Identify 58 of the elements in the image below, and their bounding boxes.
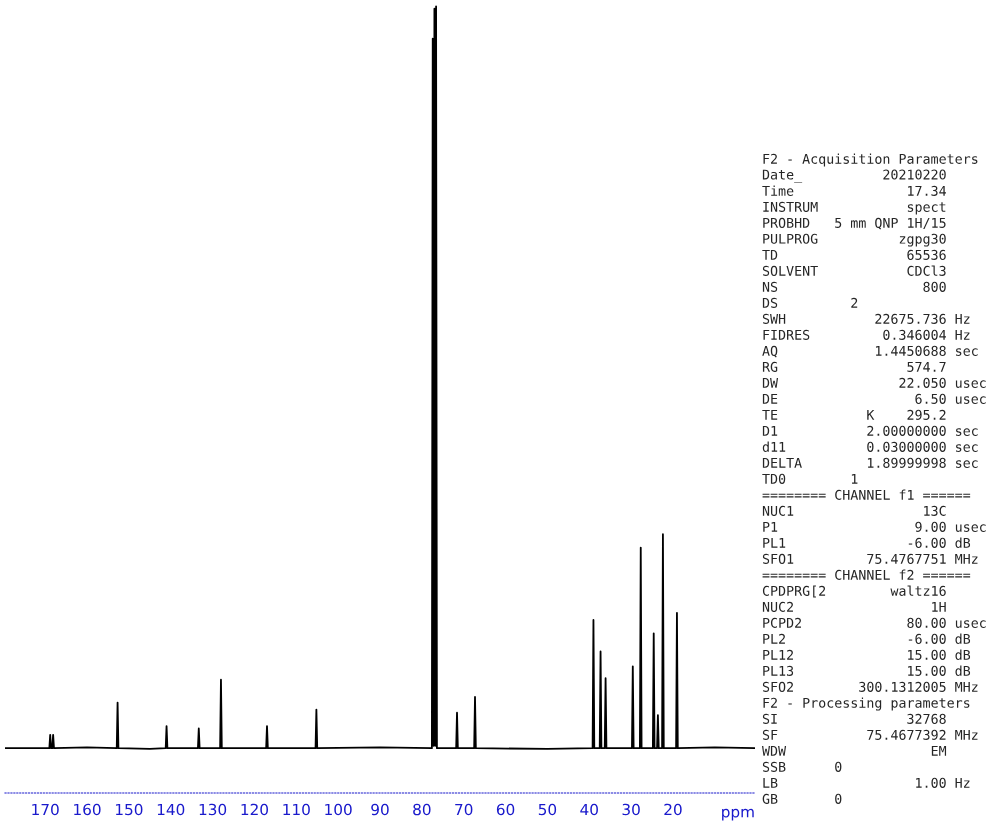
text: CPDPRG[2 waltz16 [762, 585, 946, 598]
x-axis-title: ppm [722, 808, 754, 821]
text: GB 0 [762, 793, 842, 804]
text: DELTA 1.89999998 sec [762, 457, 978, 468]
text: DE 6.50 usec [762, 393, 986, 404]
text: SF 75.4677392 MHz [762, 729, 978, 740]
text: NUC2 1H [762, 601, 946, 612]
x-tick-label: 120 [241, 803, 269, 816]
text: PL2 -6.00 dB [763, 633, 971, 644]
text: RG 574.7 [762, 361, 946, 372]
text: FIDRES 0.346004 Hz [763, 329, 970, 340]
text: NUC1 13C [762, 505, 946, 516]
text: SOLVENT CDCl3 [762, 265, 946, 276]
text: D1 2.00000000 sec [762, 425, 978, 436]
x-tick-label: 30 [622, 803, 640, 816]
text: PL12 15.00 dB [763, 649, 971, 660]
text: F2 - Processing parameters [763, 697, 970, 711]
text: DW 22.050 usec [762, 377, 986, 388]
text: SI 32768 [762, 713, 946, 724]
text: ======== CHANNEL f2 ====== [762, 569, 971, 580]
x-tick-label: 50 [538, 803, 557, 816]
x-tick-label: 80 [413, 803, 431, 816]
x-tick-label: 150 [115, 803, 143, 816]
text: d11 0.03000000 sec [762, 441, 978, 452]
text: NS 800 [762, 281, 946, 292]
text: PL1 -6.00 dB [763, 537, 971, 548]
x-tick-label: 110 [283, 803, 310, 816]
text: PCPD2 80.00 usec [763, 617, 986, 628]
x-tick-label: 20 [664, 803, 682, 816]
text: SSB 0 [762, 761, 842, 772]
text: ======== CHANNEL f1 ====== [762, 489, 971, 500]
text: P1 9.00 usec [763, 521, 986, 532]
text: F2 - Acquisition Parameters [763, 153, 978, 167]
x-tick-label: 160 [74, 803, 101, 816]
text: Date_ 20210220 [762, 169, 946, 183]
text: TE K 295.2 [762, 409, 946, 420]
text: TD0 1 [762, 473, 858, 484]
text: DS 2 [762, 297, 858, 308]
x-tick-label: 60 [496, 803, 515, 816]
x-tick-label: 70 [455, 803, 473, 816]
text: AQ 1.4450688 sec [762, 345, 978, 358]
text: PL13 15.00 dB [763, 665, 971, 676]
text: SWH 22675.736 Hz [762, 313, 970, 324]
text: SFO2 300.1312005 MHz [762, 681, 978, 692]
text: PROBHD 5 mm QNP 1H/15 [763, 217, 946, 230]
text: TD 65536 [762, 249, 946, 260]
text: PULPROG zgpg30 [763, 233, 946, 247]
x-tick-label: 170 [32, 803, 59, 816]
text: SFO1 75.4767751 MHz [762, 553, 978, 564]
x-tick-label: 40 [580, 803, 598, 816]
text: INSTRUM spect [763, 201, 946, 215]
x-tick-label: 90 [371, 803, 389, 816]
text: LB 1.00 Hz [763, 777, 970, 788]
x-tick-label: 140 [157, 803, 185, 816]
x-tick-label: 130 [199, 803, 227, 816]
text: Time 17.34 [762, 185, 946, 196]
text: WDW EM [762, 745, 947, 756]
x-tick-label: 100 [325, 803, 352, 816]
